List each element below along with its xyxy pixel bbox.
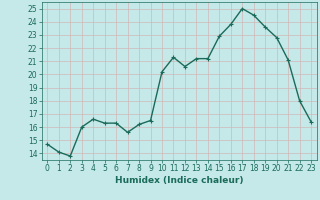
X-axis label: Humidex (Indice chaleur): Humidex (Indice chaleur): [115, 176, 244, 185]
